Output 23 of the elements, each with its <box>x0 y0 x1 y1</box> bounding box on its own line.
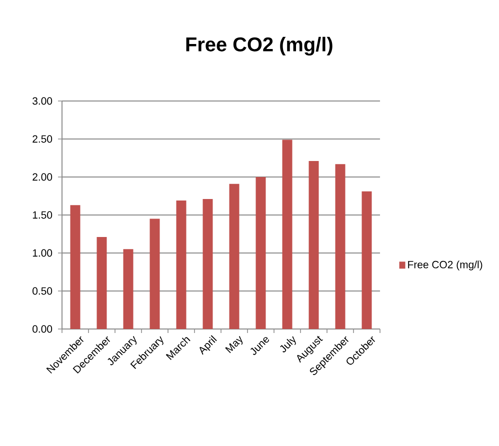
bar <box>123 249 134 329</box>
y-tick-label: 1.50 <box>32 211 52 219</box>
legend-label: Free CO2 (mg/l) <box>408 260 482 270</box>
bar <box>335 164 346 329</box>
y-tick-label: 0.00 <box>32 325 52 333</box>
x-tick-label: July <box>280 336 296 352</box>
bar <box>96 237 107 329</box>
bar <box>308 161 319 329</box>
bar <box>282 140 292 329</box>
y-tick-label: 0.50 <box>32 287 52 295</box>
y-tick-label: 1.00 <box>32 249 52 257</box>
bar <box>362 191 372 329</box>
y-tick-label: 2.50 <box>32 135 52 143</box>
bar <box>70 205 80 329</box>
bar <box>176 200 186 329</box>
chart-title: Free CO2 (mg/l) <box>186 36 332 56</box>
bar <box>150 218 160 329</box>
x-tick-label: May <box>225 336 243 354</box>
bar <box>202 199 213 329</box>
bar <box>256 176 266 329</box>
bar <box>229 184 240 329</box>
y-tick-label: 3.00 <box>32 97 52 105</box>
y-tick-label: 2.00 <box>32 173 52 181</box>
